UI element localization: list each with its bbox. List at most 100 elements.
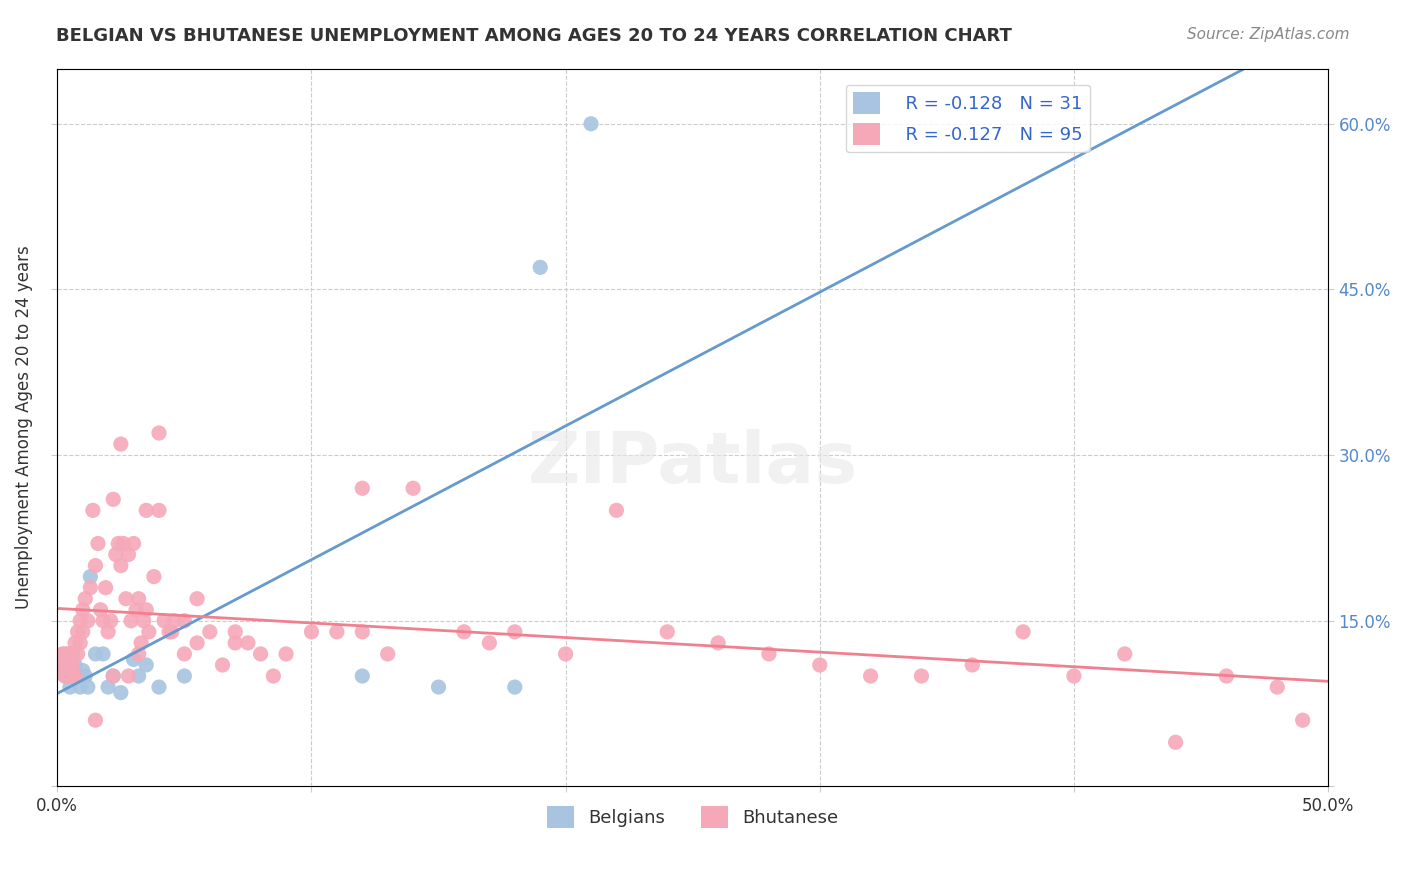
- Point: [224, 636, 246, 650]
- Point: [72, 603, 94, 617]
- Point: [173, 647, 195, 661]
- Point: [62, 669, 84, 683]
- Point: [503, 680, 526, 694]
- Point: [69, 680, 91, 694]
- Point: [211, 657, 233, 672]
- Point: [59, 657, 82, 672]
- Point: [135, 603, 157, 617]
- Point: [103, 669, 125, 683]
- Point: [198, 624, 221, 639]
- Point: [69, 614, 91, 628]
- Point: [112, 536, 135, 550]
- Point: [529, 260, 551, 275]
- Text: BELGIAN VS BHUTANESE UNEMPLOYMENT AMONG AGES 20 TO 24 YEARS CORRELATION CHART: BELGIAN VS BHUTANESE UNEMPLOYMENT AMONG …: [56, 27, 1012, 45]
- Point: [66, 647, 89, 661]
- Point: [1012, 624, 1035, 639]
- Point: [478, 636, 501, 650]
- Point: [352, 624, 374, 639]
- Point: [128, 669, 150, 683]
- Point: [63, 657, 86, 672]
- Point: [117, 669, 139, 683]
- Point: [79, 581, 101, 595]
- Point: [1164, 735, 1187, 749]
- Point: [579, 117, 602, 131]
- Text: Source: ZipAtlas.com: Source: ZipAtlas.com: [1187, 27, 1350, 42]
- Point: [79, 569, 101, 583]
- Point: [142, 569, 165, 583]
- Point: [163, 614, 186, 628]
- Point: [66, 669, 89, 683]
- Point: [758, 647, 780, 661]
- Point: [53, 669, 76, 683]
- Point: [69, 636, 91, 650]
- Point: [135, 503, 157, 517]
- Point: [53, 647, 76, 661]
- Point: [427, 680, 450, 694]
- Point: [148, 680, 170, 694]
- Point: [62, 657, 84, 672]
- Point: [352, 481, 374, 495]
- Point: [1265, 680, 1288, 694]
- Point: [56, 657, 79, 672]
- Point: [128, 647, 150, 661]
- Point: [122, 536, 145, 550]
- Point: [173, 614, 195, 628]
- Point: [76, 614, 98, 628]
- Point: [56, 669, 79, 683]
- Point: [503, 624, 526, 639]
- Point: [132, 614, 155, 628]
- Point: [51, 657, 73, 672]
- Point: [910, 669, 932, 683]
- Point: [62, 669, 84, 683]
- Point: [107, 536, 129, 550]
- Point: [66, 624, 89, 639]
- Point: [97, 624, 120, 639]
- Point: [138, 624, 160, 639]
- Point: [63, 669, 86, 683]
- Point: [63, 669, 86, 683]
- Point: [110, 437, 132, 451]
- Point: [87, 536, 110, 550]
- Point: [110, 558, 132, 573]
- Point: [160, 624, 183, 639]
- Point: [97, 680, 120, 694]
- Point: [110, 685, 132, 699]
- Point: [301, 624, 323, 639]
- Point: [859, 669, 882, 683]
- Legend: Belgians, Bhutanese: Belgians, Bhutanese: [540, 798, 846, 835]
- Point: [402, 481, 425, 495]
- Point: [153, 614, 176, 628]
- Point: [115, 591, 138, 606]
- Point: [59, 657, 82, 672]
- Point: [224, 624, 246, 639]
- Point: [262, 669, 284, 683]
- Point: [59, 647, 82, 661]
- Point: [157, 624, 180, 639]
- Point: [249, 647, 271, 661]
- Point: [135, 657, 157, 672]
- Point: [117, 548, 139, 562]
- Point: [377, 647, 399, 661]
- Point: [84, 647, 107, 661]
- Point: [554, 647, 576, 661]
- Point: [49, 664, 72, 678]
- Point: [148, 425, 170, 440]
- Point: [72, 664, 94, 678]
- Point: [56, 647, 79, 661]
- Point: [129, 636, 152, 650]
- Point: [352, 669, 374, 683]
- Point: [100, 614, 122, 628]
- Point: [120, 614, 142, 628]
- Point: [91, 614, 114, 628]
- Point: [59, 680, 82, 694]
- Point: [173, 669, 195, 683]
- Point: [125, 603, 148, 617]
- Point: [186, 591, 208, 606]
- Point: [51, 657, 73, 672]
- Point: [53, 669, 76, 683]
- Point: [657, 624, 679, 639]
- Point: [104, 548, 127, 562]
- Point: [236, 636, 259, 650]
- Point: [808, 657, 831, 672]
- Point: [91, 647, 114, 661]
